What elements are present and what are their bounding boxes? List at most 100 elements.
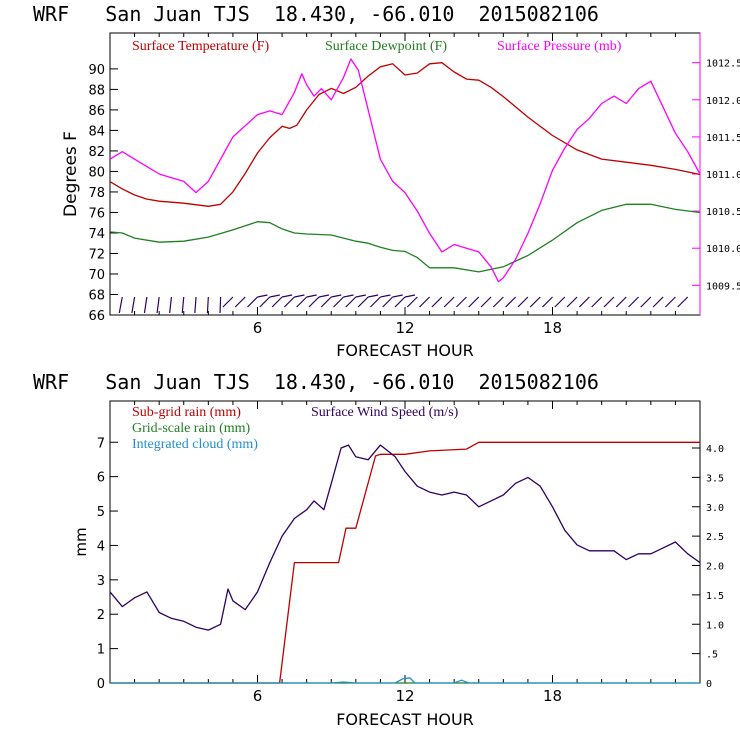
- chart-2-x-ticks: 6 12 18: [134, 401, 676, 705]
- wind-barb: [247, 296, 258, 308]
- wind-barb: [181, 296, 185, 314]
- wind-barb-flag: [355, 294, 366, 298]
- chart-2-legend-subgrid-rain: Sub-grid rain (mm): [132, 405, 241, 420]
- y2-tick-label: 4.0: [706, 444, 724, 455]
- wind-barb: [640, 296, 652, 308]
- y-tick-label: 78: [88, 186, 105, 201]
- wind-barb: [554, 296, 566, 308]
- y-tick-label: 76: [88, 206, 105, 221]
- chart-1: WRF San Juan TJS 18.430, -66.010 2015082…: [33, 2, 740, 360]
- wind-barb-flag: [331, 294, 342, 298]
- x-tick-label: 18: [543, 319, 562, 337]
- y-tick-label: 3: [97, 574, 105, 589]
- series-surface-temperature-f-line: [109, 62, 701, 207]
- chart-1-series: [109, 58, 701, 283]
- wind-barb: [578, 296, 590, 308]
- wind-barb: [156, 296, 160, 314]
- wind-barb: [529, 296, 541, 308]
- wind-barb: [443, 296, 455, 308]
- wind-barb: [333, 296, 344, 308]
- y2-tick-label: 1012.0: [706, 96, 740, 107]
- wind-barb-flag: [343, 294, 354, 298]
- wind-barb: [591, 296, 603, 308]
- series-surface-wind-speed-m-s-line: [109, 444, 701, 631]
- wind-barb: [628, 296, 639, 308]
- wind-barb: [357, 296, 369, 308]
- y2-tick-label: 1010.5: [706, 207, 740, 218]
- y-tick-label: 80: [88, 165, 105, 180]
- wind-barb: [234, 296, 246, 308]
- wind-barb: [345, 296, 357, 308]
- y-tick-label: 66: [88, 309, 105, 324]
- chart-1-wind-barbs: [118, 294, 689, 314]
- wind-barb: [505, 296, 517, 308]
- x-tick-label: 6: [253, 319, 263, 337]
- y-tick-label: 90: [88, 63, 105, 78]
- wind-barb: [664, 296, 676, 308]
- x-tick-label: 12: [395, 687, 414, 705]
- y2-tick-label: 1011.5: [706, 133, 740, 144]
- wind-barb-flag: [294, 294, 305, 298]
- wind-barb: [131, 296, 136, 314]
- y2-tick-label: 3.5: [706, 473, 724, 484]
- wind-barb: [419, 296, 431, 308]
- wind-barb-flag: [318, 294, 330, 298]
- wind-barb: [382, 296, 394, 308]
- wind-barb: [296, 296, 308, 308]
- wind-barb: [542, 296, 553, 308]
- wind-barb: [431, 296, 443, 308]
- wind-barb-flag: [281, 294, 293, 298]
- y2-tick-label: 1011.0: [706, 170, 740, 181]
- chart-2-legend-gridscale-rain: Grid-scale rain (mm): [132, 421, 251, 436]
- wind-barb-flag: [306, 294, 317, 298]
- y2-tick-label: 1.5: [706, 591, 724, 602]
- wind-barb: [169, 296, 173, 314]
- y2-tick-label: 2.0: [706, 562, 724, 573]
- series-sub-grid-rain-mm-line: [110, 441, 700, 684]
- chart-1-legend-temperature: Surface Temperature (F): [132, 39, 269, 54]
- wind-barb: [308, 296, 320, 308]
- wind-barb-flag: [380, 294, 391, 298]
- wind-barb: [206, 296, 209, 314]
- chart-2-y-axis-label: mm: [72, 527, 90, 556]
- chart-1-y2-ticks: 1009.5 1010.0 1010.5 1011.0 1011.5 1012.0 1012…: [692, 59, 740, 292]
- wind-barb: [320, 296, 332, 308]
- chart-2-legend-wind-speed: Surface Wind Speed (m/s): [311, 405, 459, 420]
- wind-barb: [194, 296, 197, 314]
- x-tick-label: 18: [543, 687, 562, 705]
- y2-tick-label: 3.0: [706, 503, 724, 514]
- wind-barb-flag: [269, 294, 280, 298]
- wind-barb: [271, 296, 283, 308]
- wind-barb-flag: [392, 294, 403, 298]
- wind-barb: [143, 296, 148, 314]
- chart-1-x-ticks: 6 12 18: [134, 33, 676, 337]
- y-tick-label: 2: [97, 608, 105, 623]
- series-surface-pressure-mb-line: [109, 58, 701, 283]
- y-tick-label: 86: [88, 104, 105, 119]
- x-tick-label: 12: [395, 319, 414, 337]
- chart-2: WRF San Juan TJS 18.430, -66.010 2015082…: [33, 370, 724, 729]
- wind-barb: [677, 296, 689, 308]
- y2-tick-label: .5: [706, 650, 718, 661]
- y-tick-label: 6: [97, 471, 105, 486]
- y2-tick-label: 1012.5: [706, 59, 740, 70]
- y-tick-label: 1: [97, 643, 105, 658]
- wind-barb: [406, 296, 418, 308]
- wind-barb: [492, 296, 504, 308]
- chart-1-legend-dewpoint: Surface Dewpoint (F): [325, 39, 447, 54]
- wind-barb: [517, 296, 529, 308]
- wind-barb: [219, 296, 222, 314]
- y2-tick-label: 1.0: [706, 620, 724, 631]
- wind-barb: [480, 296, 492, 308]
- wind-barb-flag: [404, 294, 416, 298]
- chart-2-y2-ticks: 0 .5 1.0 1.5 2.0 2.5 3.0 3.5 4.0: [692, 444, 724, 690]
- wind-barb: [603, 296, 615, 308]
- y-tick-label: 0: [97, 677, 105, 692]
- wind-barb: [456, 296, 467, 308]
- y2-tick-label: 2.5: [706, 532, 724, 543]
- chart-2-title: WRF San Juan TJS 18.430, -66.010 2015082…: [33, 370, 599, 394]
- wind-barb: [369, 296, 381, 308]
- chart-2-series: [109, 441, 701, 684]
- wind-barb-flag: [368, 294, 379, 298]
